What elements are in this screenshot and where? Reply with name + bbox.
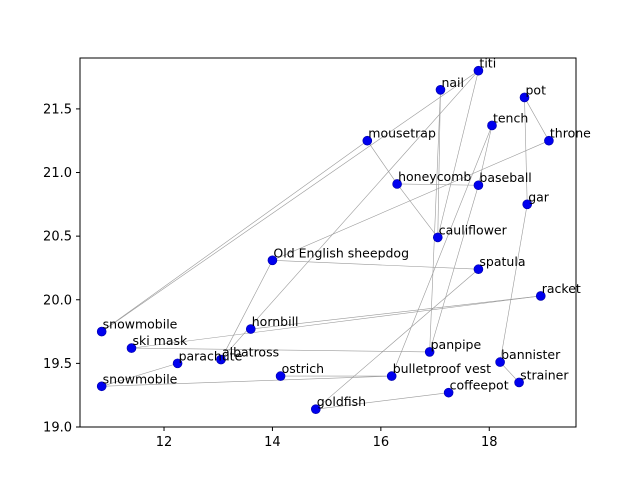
point-label: titi	[479, 56, 496, 71]
edge-line	[396, 183, 439, 238]
data-point	[216, 354, 226, 365]
point-label: mousetrap	[368, 126, 436, 141]
edge-line	[272, 140, 550, 261]
x-tick-label: 16	[373, 435, 390, 450]
edge-layer	[101, 70, 550, 410]
edge-line	[250, 295, 541, 330]
point-label: racket	[542, 281, 581, 296]
edge-line	[478, 125, 493, 186]
point-label: bulletproof vest	[393, 361, 491, 376]
data-point	[432, 232, 443, 243]
data-point	[473, 264, 484, 275]
point-label: bannister	[501, 347, 561, 362]
y-axis: 19.0 19.5 20.0 20.5 21.0 21.5	[43, 102, 80, 436]
edge-line	[101, 140, 368, 332]
x-tick-label: 18	[481, 435, 498, 450]
x-tick-label: 14	[264, 435, 281, 450]
point-label: tench	[493, 110, 528, 125]
point-label: ski mask	[132, 333, 188, 348]
edge-line	[220, 260, 273, 360]
data-point	[473, 180, 484, 191]
data-point	[126, 343, 137, 353]
data-point	[362, 135, 373, 146]
data-point	[96, 326, 107, 337]
edge-line	[131, 295, 541, 349]
data-point	[96, 381, 107, 392]
edge-line	[315, 268, 479, 410]
data-point	[172, 358, 183, 369]
edge-line	[315, 392, 449, 410]
data-point	[424, 347, 435, 357]
data-point	[392, 179, 402, 189]
edge-line	[101, 375, 392, 387]
y-tick-label: 21.5	[43, 102, 72, 117]
point-label: baseball	[479, 170, 531, 185]
point-label: throne	[550, 126, 591, 141]
edge-line	[220, 70, 479, 360]
y-tick-label: 19.0	[43, 421, 72, 436]
point-label: snowmobile	[103, 317, 178, 332]
point-label: spatula	[479, 254, 525, 269]
data-point	[473, 65, 484, 76]
edge-line	[524, 97, 550, 141]
data-point	[544, 135, 554, 146]
edge-line	[391, 125, 493, 377]
x-axis: 12 14 16 18	[156, 427, 498, 450]
point-label: honeycomb	[398, 169, 471, 184]
point-label: goldfish	[317, 394, 366, 409]
point-label: cauliflower	[439, 222, 508, 237]
edge-line	[101, 363, 178, 387]
point-label: coffeepot	[450, 378, 509, 393]
point-label: albatross	[222, 345, 279, 360]
edge-line	[101, 70, 479, 332]
data-point	[514, 377, 524, 388]
edge-line	[499, 204, 528, 363]
data-point	[535, 291, 546, 301]
edge-line	[437, 70, 479, 238]
data-point	[435, 85, 446, 95]
point-label: gar	[528, 189, 550, 204]
point-label: Old English sheepdog	[273, 245, 409, 260]
point-label: panpipe	[431, 337, 482, 352]
point-label: hornbill	[252, 314, 299, 329]
edge-line	[429, 185, 479, 353]
point-label: pot	[526, 82, 547, 97]
y-tick-label: 20.5	[43, 230, 72, 245]
data-point	[519, 92, 530, 103]
data-point	[443, 387, 454, 398]
point-label: nail	[441, 75, 464, 90]
data-point	[386, 371, 397, 381]
edge-line	[437, 89, 441, 238]
point-layer	[96, 65, 554, 414]
data-point	[487, 120, 497, 131]
point-label: snowmobile	[103, 371, 178, 386]
y-tick-label: 20.0	[43, 293, 72, 308]
data-point	[522, 199, 533, 210]
y-tick-label: 21.0	[43, 166, 72, 181]
point-label: parachute	[179, 348, 243, 363]
data-point	[245, 324, 256, 334]
point-label-layer: titi nail pot tench mousetrap throne honeycomb…	[103, 56, 591, 409]
data-point	[495, 357, 505, 367]
point-label: strainer	[520, 367, 569, 382]
y-tick-label: 19.5	[43, 357, 72, 372]
plot-frame	[79, 57, 577, 428]
edge-line	[272, 260, 479, 270]
data-point	[267, 255, 278, 266]
point-label: ostrich	[282, 361, 324, 376]
x-tick-label: 12	[156, 435, 173, 450]
data-point	[311, 404, 321, 414]
edge-line	[367, 140, 398, 185]
data-point	[275, 371, 286, 381]
edge-line	[131, 347, 430, 353]
edge-line	[397, 183, 479, 186]
